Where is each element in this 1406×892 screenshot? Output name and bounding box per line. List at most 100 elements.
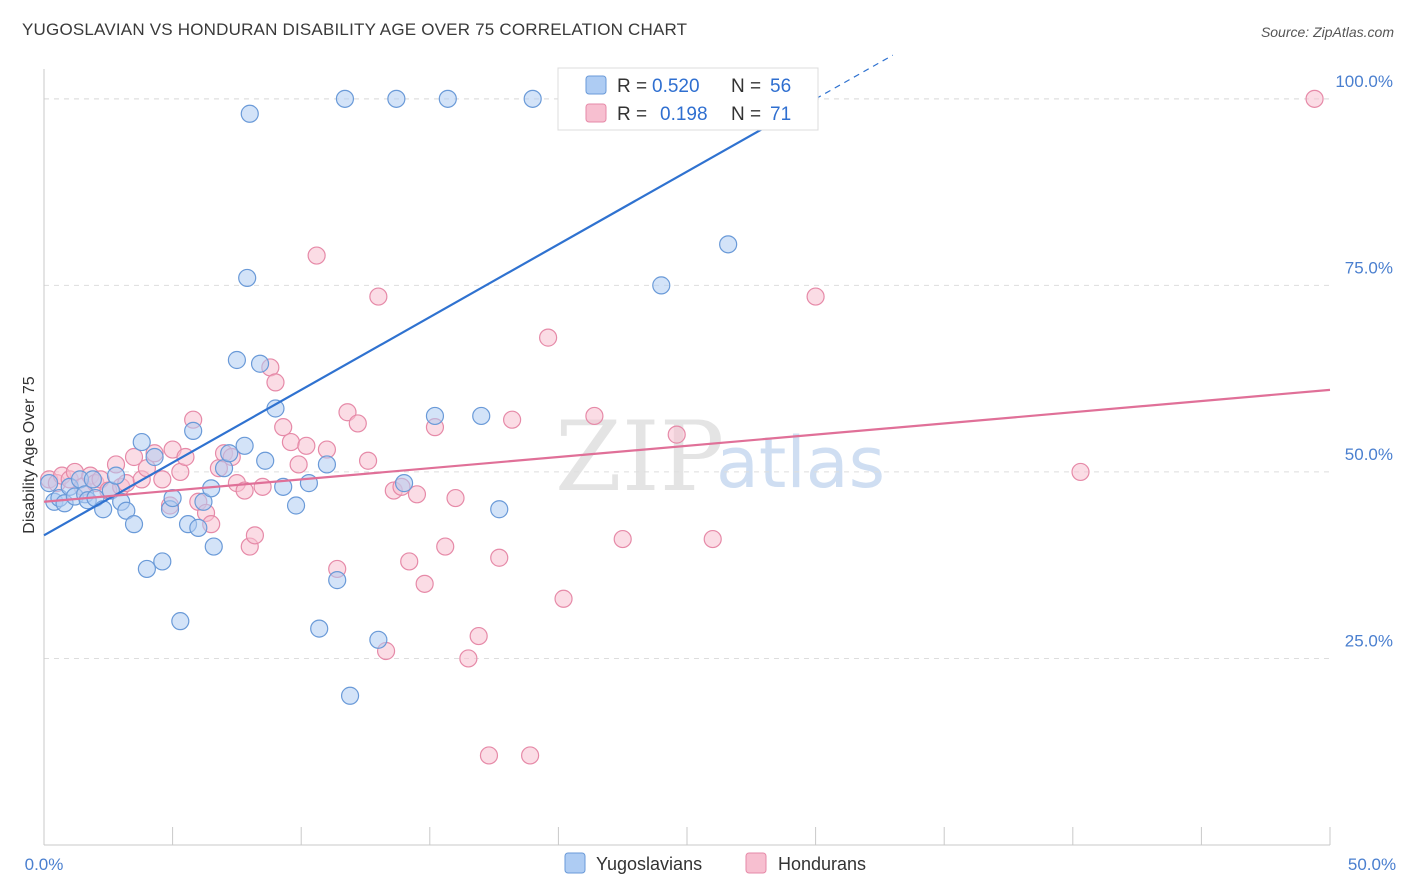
- yugoslavian-point: [184, 421, 203, 440]
- yugoslavian-point: [240, 104, 259, 123]
- legend-swatch-hondurans: [585, 103, 607, 123]
- legend-n-label: N =: [731, 76, 761, 97]
- yugoslavian-point: [472, 406, 491, 426]
- honduran-point: [459, 649, 478, 668]
- legend-n-value: 71: [770, 104, 791, 125]
- honduran-points: [40, 89, 1324, 765]
- honduran-point: [369, 287, 388, 306]
- legend-label-yugoslavians: Yugoslavians: [596, 854, 702, 874]
- honduran-point: [490, 548, 509, 567]
- y-tick-label: 50.0%: [1345, 445, 1393, 464]
- chart-title: YUGOSLAVIAN VS HONDURAN DISABILITY AGE O…: [22, 20, 688, 39]
- yugoslavian-point: [124, 515, 144, 534]
- yugoslavian-point: [369, 630, 388, 649]
- y-axis-label: Disability Age Over 75: [21, 376, 38, 534]
- yugoslavian-point: [438, 89, 457, 108]
- yugoslavian-point: [117, 501, 136, 520]
- yugoslavian-point: [235, 436, 254, 455]
- series-legend: Yugoslavians Hondurans: [564, 852, 866, 874]
- legend-swatch-yugoslavians: [564, 852, 586, 874]
- honduran-point: [613, 529, 632, 549]
- yugoslavian-point: [132, 432, 151, 452]
- honduran-point: [554, 589, 573, 608]
- yugoslavian-point: [256, 451, 275, 470]
- yugoslavian-point: [238, 268, 257, 288]
- honduran-point: [307, 246, 326, 265]
- yugoslavian-point: [652, 276, 671, 295]
- honduran-point: [415, 574, 434, 593]
- honduran-point: [124, 447, 144, 467]
- yugoslavian-points: [40, 89, 738, 705]
- yugoslavian-point: [171, 612, 190, 631]
- yugoslavian-point: [523, 89, 542, 108]
- honduran-point: [274, 418, 293, 437]
- gridlines: [44, 98, 1330, 659]
- honduran-point: [446, 488, 465, 508]
- yugoslavian-point: [220, 444, 239, 463]
- yugoslavian-point: [153, 552, 172, 571]
- honduran-point: [266, 373, 285, 392]
- honduran-point: [667, 425, 686, 444]
- yugoslavian-point: [328, 571, 347, 590]
- honduran-trend-line: [43, 388, 1331, 503]
- yugoslavian-point: [227, 350, 246, 370]
- y-tick-labels: 25.0% 50.0% 75.0% 100.0%: [1335, 72, 1393, 651]
- yugoslavian-point: [425, 406, 445, 426]
- honduran-point: [703, 529, 722, 549]
- legend-n-label: N =: [731, 104, 761, 125]
- honduran-point: [253, 477, 272, 496]
- source-note: Source: ZipAtlas.com: [1260, 24, 1394, 40]
- yugoslavian-point: [40, 474, 59, 493]
- legend-r-value: 0.520: [652, 76, 700, 97]
- honduran-point: [348, 414, 367, 433]
- yugoslavian-point: [145, 447, 164, 467]
- yugoslavian-point: [204, 537, 223, 556]
- yugoslavian-point: [286, 496, 306, 515]
- honduran-point: [479, 746, 499, 765]
- honduran-point: [806, 287, 825, 306]
- honduran-point: [235, 481, 254, 500]
- yugoslavian-point: [719, 235, 738, 254]
- honduran-point: [521, 746, 540, 765]
- yugoslavian-point: [490, 500, 509, 519]
- legend-n-value: 56: [770, 76, 791, 97]
- honduran-point: [297, 436, 316, 455]
- honduran-point: [585, 406, 604, 426]
- yugoslavian-trend-extension: [815, 54, 894, 100]
- x-ticks: [43, 827, 1331, 845]
- yugoslavian-point: [387, 89, 406, 108]
- legend-swatch-yugoslavians: [585, 75, 607, 95]
- legend-r-value: 0.198: [660, 104, 708, 125]
- legend-swatch-hondurans: [745, 852, 767, 874]
- x-tick-label-min: 0.0%: [25, 855, 64, 874]
- yugoslavian-point: [94, 500, 113, 519]
- honduran-point: [245, 526, 265, 545]
- y-tick-label: 75.0%: [1345, 258, 1393, 277]
- yugoslavian-point: [317, 455, 337, 474]
- honduran-point: [539, 328, 558, 347]
- trend-lines: [43, 54, 1331, 537]
- yugoslavian-point: [274, 477, 293, 496]
- honduran-point: [469, 626, 488, 646]
- watermark-atlas: atlas: [716, 422, 885, 504]
- stats-legend: R = 0.520 N = 56 R = 0.198 N = 71: [557, 67, 819, 131]
- yugoslavian-point: [137, 559, 156, 579]
- yugoslavian-point: [394, 474, 414, 493]
- honduran-point: [289, 455, 308, 474]
- x-tick-label-max: 50.0%: [1348, 855, 1396, 874]
- yugoslavian-trend-line: [43, 97, 817, 537]
- honduran-point: [407, 485, 427, 504]
- honduran-point: [503, 410, 522, 429]
- yugoslavian-point: [83, 470, 102, 489]
- honduran-point: [400, 552, 419, 571]
- yugoslavian-point: [310, 619, 329, 638]
- honduran-point: [358, 451, 378, 470]
- honduran-point: [1305, 89, 1324, 108]
- y-tick-label: 25.0%: [1345, 631, 1393, 650]
- honduran-point: [436, 537, 455, 556]
- watermark-zip: ZIP: [555, 401, 724, 513]
- yugoslavian-point: [189, 518, 208, 537]
- legend-r-label: R =: [617, 76, 647, 97]
- y-tick-label: 100.0%: [1335, 72, 1393, 91]
